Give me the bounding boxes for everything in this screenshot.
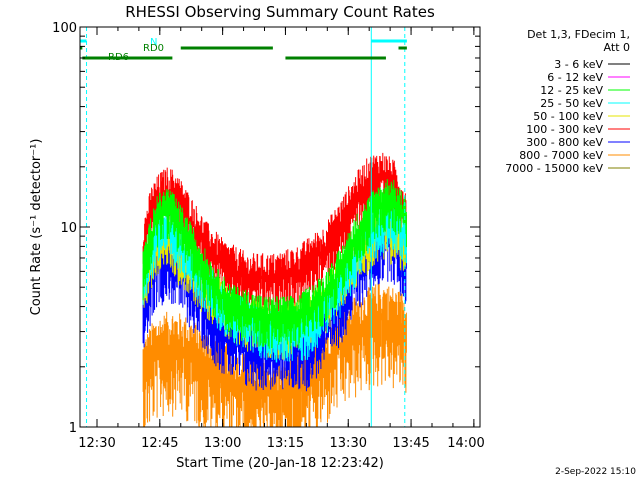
legend-header: Det 1,3, FDecim 1, — [527, 28, 630, 41]
y-axis: 100 10 1 — [52, 21, 480, 436]
y-axis-label: Count Rate (s⁻¹ detector⁻¹) — [29, 139, 44, 316]
legend-item-label: 7000 - 15000 keV — [505, 162, 603, 175]
flag-label-n: N — [150, 37, 157, 48]
legend-item-label: 25 - 50 keV — [540, 97, 603, 110]
legend-item-label: 100 - 300 keV — [526, 123, 603, 136]
x-tick-label: 12:30 — [78, 436, 115, 451]
x-tick-label: 13:00 — [204, 436, 241, 451]
plot-area — [142, 152, 407, 427]
flag-label-rd6: RD6 — [108, 52, 129, 63]
x-tick-label: 13:15 — [267, 436, 304, 451]
series-12-25-kev — [142, 179, 407, 349]
x-tick-label: 12:45 — [141, 436, 178, 451]
y-tick-label: 10 — [60, 221, 77, 236]
timestamp-label: 2-Sep-2022 15:10 — [555, 467, 636, 477]
legend-item-label: 12 - 25 keV — [540, 84, 603, 97]
x-tick-label: 13:30 — [330, 436, 367, 451]
legend-item-label: 50 - 100 keV — [533, 110, 603, 123]
legend-header: Att 0 — [604, 41, 630, 54]
legend-item-label: 300 - 800 keV — [526, 136, 603, 149]
legend-item-label: 3 - 6 keV — [554, 58, 603, 71]
legend-item-label: 800 - 7000 keV — [519, 149, 603, 162]
x-tick-label: 13:45 — [392, 436, 429, 451]
x-tick-label: 14:00 — [447, 436, 484, 451]
x-axis-label: Start Time (20-Jan-18 12:23:42) — [176, 456, 384, 471]
x-axis: 12:30 12:45 13:00 13:15 13:30 13:45 14:00 — [78, 27, 485, 451]
chart-title: RHESSI Observing Summary Count Rates — [125, 3, 435, 21]
y-tick-label: 100 — [52, 21, 77, 36]
flag-label-rd0: RD0 — [143, 43, 164, 54]
y-tick-label: 1 — [69, 421, 77, 436]
legend-item-label: 6 - 12 keV — [547, 71, 603, 84]
